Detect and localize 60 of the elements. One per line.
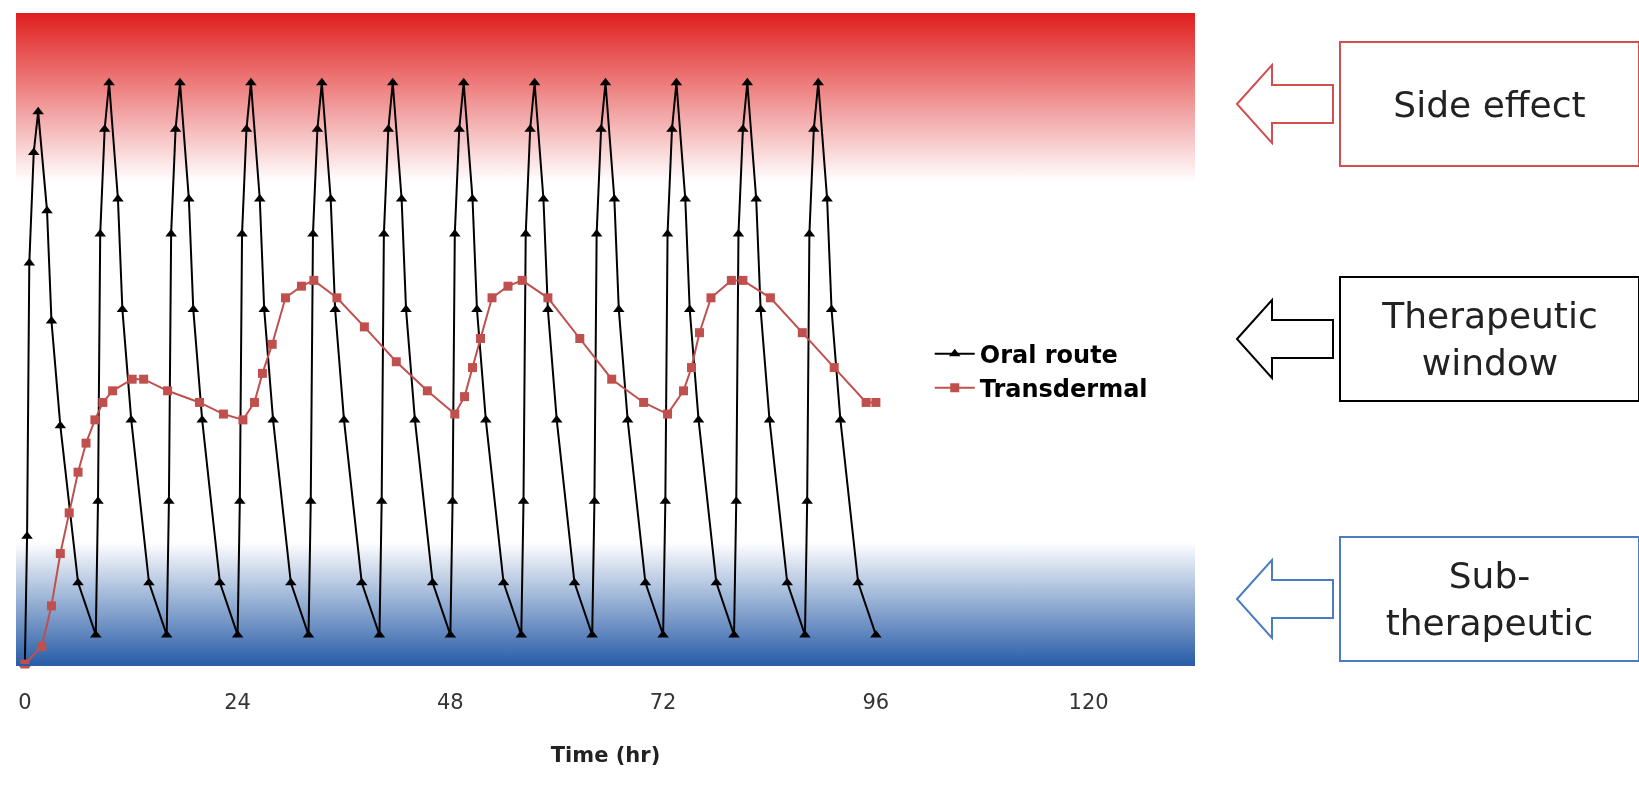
x-tick-label: 120	[1068, 690, 1109, 715]
point	[46, 601, 56, 611]
point	[332, 293, 342, 303]
x-tick-label: 48	[437, 690, 464, 715]
x-tick-label: 24	[224, 690, 251, 715]
text: Side effect	[1393, 83, 1586, 125]
point	[195, 397, 204, 407]
point	[575, 334, 585, 343]
text: Therapeutic window	[1381, 295, 1598, 383]
point	[639, 397, 649, 407]
point	[663, 409, 673, 419]
point	[476, 334, 486, 343]
point	[543, 293, 553, 303]
point	[73, 467, 83, 477]
point	[81, 438, 91, 448]
point	[861, 397, 871, 407]
point	[238, 415, 248, 425]
legend-label: Oral route	[979, 341, 1118, 370]
point	[280, 293, 290, 303]
point	[738, 275, 748, 285]
point	[765, 293, 775, 303]
point	[829, 363, 839, 373]
point	[359, 322, 369, 332]
point	[460, 392, 470, 402]
point	[487, 293, 497, 303]
point	[726, 275, 736, 285]
point	[391, 357, 401, 367]
x-tick-label: 0	[18, 690, 32, 715]
point	[706, 293, 716, 303]
point	[450, 409, 460, 419]
point	[686, 363, 696, 373]
point	[127, 374, 137, 384]
point	[607, 374, 617, 384]
point	[871, 397, 881, 407]
point	[55, 549, 65, 559]
point	[37, 642, 47, 652]
point	[257, 368, 267, 378]
point	[797, 328, 807, 338]
point	[679, 386, 689, 396]
text: Sub-therapeutic	[1385, 555, 1594, 643]
x-axis-title: Time (hr)	[550, 742, 661, 767]
point	[694, 328, 704, 338]
point	[422, 386, 432, 396]
point	[249, 397, 259, 407]
point	[108, 386, 118, 396]
point	[309, 275, 319, 285]
point	[90, 415, 100, 425]
point	[503, 281, 513, 291]
point	[139, 374, 149, 384]
point	[468, 363, 478, 373]
x-tick-label: 72	[649, 690, 677, 715]
point	[98, 397, 108, 407]
point	[296, 281, 306, 291]
point	[267, 339, 277, 349]
point	[218, 409, 228, 419]
x-tick-label: 96	[862, 690, 890, 715]
legend-label: Transdermal	[979, 375, 1148, 404]
point	[517, 275, 527, 285]
point	[163, 386, 173, 396]
point	[64, 508, 74, 518]
